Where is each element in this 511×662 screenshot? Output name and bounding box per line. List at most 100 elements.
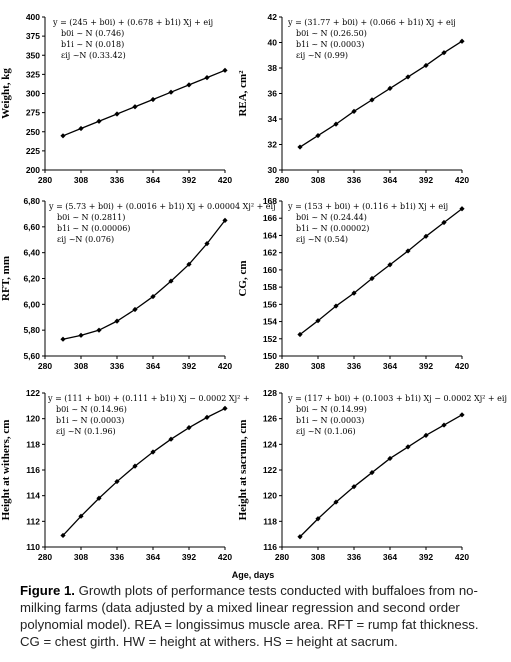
y-tick-label: 6,20 [23,274,40,284]
y-tick-label: 375 [26,31,40,41]
chart-panel-1: 200 225 250 275 300 325 350 375 400 280 308 336 364 3… [0,12,232,185]
y-tick-label: 40 [268,38,278,48]
data-point [60,336,66,342]
y-tick-label: 128 [263,388,277,398]
y-tick-label: 118 [26,439,40,449]
chart-panel-4: 150 152 154 156 158 160 162 164 166 168 280 308 336 3… [237,196,469,371]
x-tick-label: 420 [218,175,232,185]
x-tick-label: 308 [74,552,88,562]
series-line [299,414,463,538]
data-point [423,233,429,239]
y-tick-label: 5,80 [23,325,40,335]
y-tick-label: 250 [26,127,40,137]
x-tick-label: 364 [383,552,397,562]
equation-line: εij ~N (0.99) [296,51,348,60]
data-point [132,463,138,469]
y-tick-label: 400 [26,12,40,22]
data-point [96,327,102,333]
equation-line: y = (111 + b0i) + (0.111 + b1i) Xj − 0.0… [47,394,250,403]
data-point [333,499,339,505]
y-axis-label: Height at sacrum, cm [237,420,249,521]
y-tick-label: 118 [263,516,277,526]
x-tick-label: 336 [110,361,124,371]
data-point [369,97,375,103]
data-point [60,532,66,539]
data-point [222,217,228,223]
equation-line: b0i ~ N (0.2811) [57,213,125,222]
data-point [441,50,447,56]
data-point [351,108,357,114]
y-axis-label: Weight, kg [0,68,12,119]
y-tick-label: 116 [26,465,40,475]
y-tick-label: 120 [26,414,40,424]
y-tick-label: 6,00 [23,299,40,309]
y-tick-label: 166 [263,213,277,223]
data-point [351,484,357,490]
y-axis-label: REA, cm² [237,70,249,117]
equation-line: εij ~N (0.1.96) [56,427,116,436]
x-tick-label: 364 [383,175,397,185]
data-point [405,248,411,254]
y-tick-label: 114 [26,491,40,501]
x-tick-label: 392 [419,552,433,562]
data-point [423,432,429,438]
x-tick-label: 392 [182,552,196,562]
series-line [299,208,463,335]
x-tick-label: 336 [347,552,361,562]
x-tick-label: 364 [146,175,160,185]
y-tick-label: 120 [263,491,277,501]
equation-line: y = (117 + b0i) + (0.1003 + b1i) Xj − 0.… [287,394,507,403]
caption-text: Growth plots of performance tests conduc… [20,583,479,649]
data-point [168,89,174,95]
data-point [168,436,174,442]
x-tick-label: 364 [146,361,160,371]
x-tick-label: 336 [347,175,361,185]
data-point [132,104,138,110]
data-point [60,133,66,139]
series-line [62,407,226,536]
x-tick-label: 420 [218,552,232,562]
y-tick-label: 150 [263,351,277,361]
y-tick-label: 34 [268,114,278,124]
y-tick-label: 6,80 [23,196,40,206]
y-tick-label: 42 [268,12,278,22]
data-point [459,38,465,44]
x-tick-label: 364 [383,361,397,371]
x-tick-label: 308 [311,361,325,371]
y-tick-label: 162 [263,248,277,258]
data-point [333,303,339,309]
x-tick-label: 392 [182,361,196,371]
y-tick-label: 124 [263,439,277,449]
data-point [369,275,375,282]
x-tick-label: 336 [110,175,124,185]
y-tick-label: 5,60 [23,351,40,361]
x-tick-label: 420 [455,175,469,185]
y-tick-label: 154 [263,317,277,327]
y-tick-label: 122 [263,465,277,475]
y-tick-label: 156 [263,299,277,309]
data-point [186,261,192,267]
y-tick-label: 116 [263,542,277,552]
x-tick-label: 364 [146,552,160,562]
data-point [114,318,120,324]
data-point [369,469,375,476]
y-tick-label: 36 [268,89,278,99]
data-point [150,96,156,103]
x-tick-label: 308 [74,175,88,185]
data-point [441,422,447,428]
x-tick-label: 392 [419,175,433,185]
equation-line: εij ~N (0.1.06) [296,427,356,436]
data-point [315,132,321,139]
y-tick-label: 112 [26,516,40,526]
data-point [297,331,303,338]
data-point [168,278,174,284]
y-tick-label: 160 [263,265,277,275]
data-point [78,513,84,519]
data-point [204,414,210,420]
data-point [405,74,411,80]
data-point [315,516,321,522]
data-point [387,85,393,91]
data-point [441,219,447,226]
data-point [423,62,429,69]
